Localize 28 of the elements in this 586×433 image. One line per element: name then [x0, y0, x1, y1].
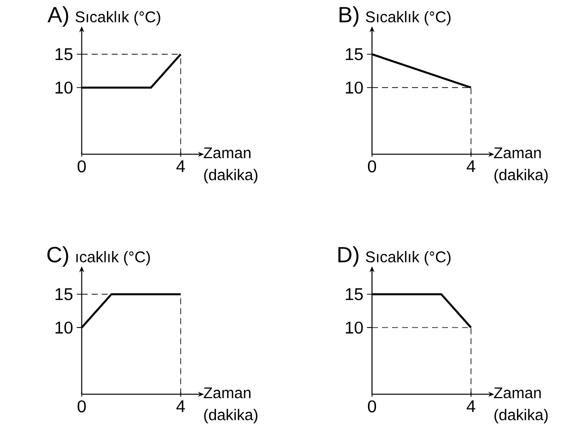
x-tick-label: 0 — [368, 400, 376, 412]
x-axis-title: Zaman (dakika) — [204, 147, 258, 184]
y-axis-title: Sıcaklık (°C) — [366, 11, 451, 26]
y-tick-label: 15 — [346, 48, 363, 60]
x-tick-label: 4 — [466, 160, 476, 172]
y-axis-title: Sıcaklık (°C) — [76, 11, 160, 26]
y-tick-label: 15 — [56, 288, 72, 300]
x-axis-title: Zaman (dakika) — [494, 387, 548, 424]
x-axis-title: Zaman (dakika) — [204, 387, 258, 424]
x-tick-label: 4 — [176, 160, 185, 172]
chart-title: D) — [338, 246, 358, 267]
chart-title: B) — [340, 6, 358, 27]
x-tick-label: 0 — [368, 160, 376, 172]
x-tick-label: 0 — [78, 160, 86, 172]
y-tick-label: 10 — [346, 82, 363, 94]
y-tick-label: 10 — [56, 322, 73, 334]
y-axis-title: ıcaklık (°C) — [76, 250, 150, 266]
x-tick-label: 0 — [78, 400, 86, 412]
y-tick-label: 10 — [346, 322, 363, 334]
x-tick-label: 4 — [466, 400, 476, 412]
x-axis-title: Zaman (dakika) — [494, 147, 548, 184]
y-tick-label: 10 — [56, 82, 73, 94]
x-tick-label: 4 — [176, 400, 185, 412]
y-tick-label: 15 — [346, 288, 363, 300]
chart-title: A) — [48, 6, 68, 27]
y-axis-title: Sıcaklık (°C) — [366, 250, 451, 266]
chart-title: C) — [47, 246, 68, 267]
y-tick-label: 15 — [56, 48, 72, 60]
